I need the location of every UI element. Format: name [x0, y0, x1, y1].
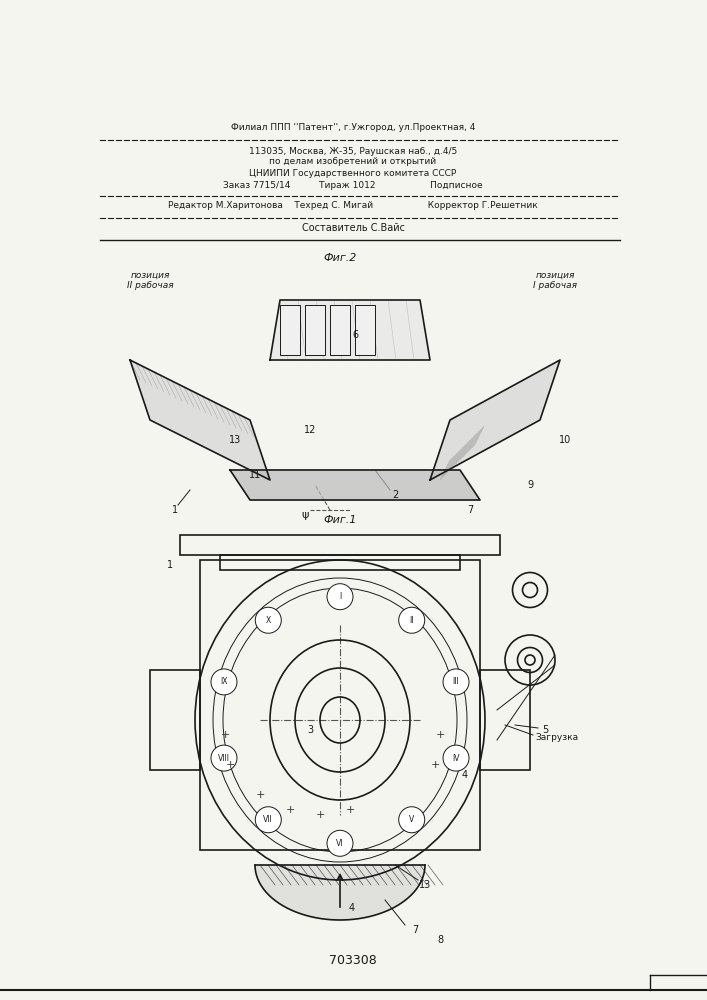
Text: +: +	[315, 810, 325, 820]
Text: 10: 10	[559, 435, 571, 445]
Text: 8: 8	[437, 935, 443, 945]
Bar	[220, 555, 460, 570]
Text: 7: 7	[412, 925, 418, 935]
Circle shape	[443, 669, 469, 695]
Bar	[355, 305, 375, 355]
Bar	[200, 560, 480, 850]
Circle shape	[327, 830, 353, 856]
Text: ψ: ψ	[301, 510, 309, 520]
Text: Фиг.1: Фиг.1	[323, 515, 357, 525]
Text: +: +	[255, 790, 264, 800]
Bar	[150, 670, 200, 770]
Circle shape	[255, 807, 281, 833]
Text: IV: IV	[452, 754, 460, 763]
Text: Редактор М.Харитонова    Техред С. Мигай                   Корректор Г.Решетник: Редактор М.Харитонова Техред С. Мигай Ко…	[168, 202, 538, 211]
Bar	[180, 535, 500, 555]
Text: IX: IX	[220, 677, 228, 686]
Text: 1: 1	[167, 560, 173, 570]
Polygon shape	[270, 300, 430, 360]
Text: 703308: 703308	[329, 954, 377, 966]
Circle shape	[399, 807, 425, 833]
Text: +: +	[286, 805, 295, 815]
Text: Составитель С.Вайс: Составитель С.Вайс	[301, 223, 404, 233]
Text: 12: 12	[304, 425, 316, 435]
Text: II: II	[409, 616, 414, 625]
Text: VII: VII	[264, 815, 273, 824]
Text: Фиг.2: Фиг.2	[323, 253, 357, 263]
Circle shape	[399, 607, 425, 633]
Text: 9: 9	[527, 480, 533, 490]
Text: +: +	[431, 760, 440, 770]
Circle shape	[211, 745, 237, 771]
Text: 3: 3	[307, 725, 313, 735]
Text: X: X	[266, 616, 271, 625]
Polygon shape	[130, 360, 270, 480]
Text: +: +	[345, 805, 355, 815]
Text: VIII: VIII	[218, 754, 230, 763]
Text: Загрузка: Загрузка	[535, 734, 578, 742]
Text: 1: 1	[172, 505, 178, 515]
Text: 4: 4	[349, 903, 355, 913]
Text: 13: 13	[419, 880, 431, 890]
Polygon shape	[430, 360, 560, 480]
Text: 11: 11	[249, 470, 261, 480]
Circle shape	[211, 669, 237, 695]
Text: 7: 7	[467, 505, 473, 515]
Polygon shape	[230, 470, 480, 500]
Text: 6: 6	[352, 330, 358, 340]
Text: II рабочая: II рабочая	[127, 280, 173, 290]
Circle shape	[327, 584, 353, 610]
Text: I: I	[339, 592, 341, 601]
Text: 113035, Москва, Ж-35, Раушская наб., д.4/5: 113035, Москва, Ж-35, Раушская наб., д.4…	[249, 146, 457, 155]
Circle shape	[255, 607, 281, 633]
Text: V: V	[409, 815, 414, 824]
Text: +: +	[226, 760, 235, 770]
Text: 5: 5	[542, 725, 548, 735]
Text: +: +	[221, 730, 230, 740]
Circle shape	[443, 745, 469, 771]
Text: 2: 2	[392, 490, 398, 500]
Bar	[330, 305, 350, 355]
Text: позиция: позиция	[535, 270, 575, 279]
Polygon shape	[255, 865, 425, 920]
Bar	[280, 305, 300, 355]
Text: ЦНИИПИ Государственного комитета СССР: ЦНИИПИ Государственного комитета СССР	[250, 168, 457, 178]
Text: 4: 4	[462, 770, 468, 780]
Text: Заказ 7715/14          Тираж 1012                   Подписное: Заказ 7715/14 Тираж 1012 Подписное	[223, 180, 483, 190]
Bar	[305, 305, 325, 355]
Bar	[480, 670, 530, 770]
Text: III: III	[452, 677, 460, 686]
Text: позиция: позиция	[130, 270, 170, 279]
Text: +: +	[436, 730, 445, 740]
Text: 13: 13	[229, 435, 241, 445]
Text: по делам изобретений и открытий: по делам изобретений и открытий	[269, 157, 436, 166]
Text: Филиал ППП ''Патент'', г.Ужгород, ул.Проектная, 4: Филиал ППП ''Патент'', г.Ужгород, ул.Про…	[230, 123, 475, 132]
Text: I рабочая: I рабочая	[533, 280, 577, 290]
Text: VI: VI	[337, 839, 344, 848]
